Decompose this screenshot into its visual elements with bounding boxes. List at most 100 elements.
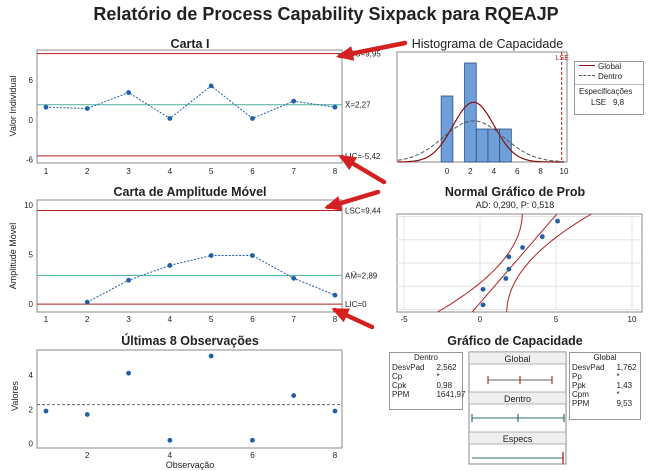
mrchart-xtick: 6 — [250, 315, 255, 324]
table-row: Cp * — [390, 372, 467, 381]
probplot-point — [506, 266, 512, 272]
probplot-xtick: 5 — [554, 315, 559, 324]
ichart-point — [250, 116, 255, 121]
legend-lse-value: 9,8 — [613, 98, 625, 107]
mrchart-ytick: 10 — [24, 201, 33, 210]
histogram-bar — [499, 128, 512, 163]
capplot-row-header — [468, 351, 567, 365]
capplot-frame — [468, 351, 567, 465]
histogram-xtick: 10 — [560, 167, 569, 176]
mrchart-ytick: 0 — [29, 300, 34, 309]
capplot-row-label: Especs — [503, 434, 533, 444]
ichart-xtick: 8 — [333, 167, 338, 176]
mrchart-xtick: 1 — [44, 315, 49, 324]
last8-ytick: 2 — [29, 405, 34, 414]
histogram-bar — [475, 128, 489, 163]
ichart-xtick: 7 — [291, 167, 296, 176]
annotation-arrow-mr-ucl-head — [324, 196, 343, 211]
ichart-xtick: 5 — [209, 167, 214, 176]
capplot-row-label: Dentro — [504, 394, 531, 404]
capplot-row-header — [468, 391, 567, 405]
mrchart-point — [250, 253, 255, 258]
ichart-ytick: -6 — [26, 156, 34, 165]
probplot-point — [480, 302, 486, 308]
mrchart-ytick: 5 — [29, 251, 34, 260]
annotation-arrow-lcl-head — [338, 154, 358, 171]
table-row: PPM 1641,97 — [390, 390, 467, 399]
last8-point — [84, 412, 90, 417]
mrchart-xtick: 7 — [291, 315, 296, 324]
histogram-xtick: 4 — [492, 167, 497, 176]
last8-point — [332, 408, 338, 414]
ichart-point — [167, 116, 173, 121]
stat-value: * — [616, 390, 620, 399]
mrchart-xtick: 3 — [126, 315, 131, 324]
stat-value: * — [436, 372, 440, 381]
histogram-title: Histograma de Capacidade — [411, 37, 564, 51]
ichart-frame — [36, 49, 343, 164]
stat-value: 9,53 — [616, 399, 633, 408]
annotation-arrow-mr-lcl-head — [331, 308, 350, 323]
ichart-mean-label: X̄=2,27 — [345, 101, 371, 110]
histogram-xtick: 6 — [515, 167, 520, 176]
last8-point — [291, 393, 297, 398]
last8-ytick: 0 — [29, 440, 34, 449]
probplot-point — [520, 245, 525, 250]
mrchart-point — [291, 275, 297, 281]
probplot-upper-ci — [436, 214, 523, 312]
last8-point — [167, 437, 173, 443]
mrchart-point — [208, 253, 214, 258]
ichart-point — [43, 104, 49, 110]
probplot-point — [539, 234, 545, 240]
mrchart-xtick: 8 — [333, 315, 338, 324]
mrchart-point — [84, 299, 90, 305]
annotation-arrow-ucl-head — [336, 46, 355, 61]
histogram-legend: Global Dentro Especificações LSE 9,8 — [574, 61, 644, 115]
table-row: PPM 9,53 — [570, 399, 639, 408]
probplot-title: Normal Gráfico de Prob — [444, 185, 586, 199]
last8-ylabel: Valores — [10, 381, 20, 411]
last8-point — [43, 408, 49, 414]
ichart-series-line — [45, 85, 336, 120]
ichart-ytick: 6 — [29, 76, 34, 85]
mrchart-lcl-label: LIC=0 — [345, 300, 367, 309]
mrchart-series-line — [87, 255, 336, 303]
stat-label: Cpk — [392, 381, 407, 390]
probplot-fit-line — [471, 214, 558, 312]
last8-ytick: 4 — [29, 371, 34, 380]
probplot-point — [555, 218, 560, 224]
histogram-xtick: 0 — [445, 167, 450, 176]
stat-label: Cpm — [572, 390, 589, 399]
overall-stats-table: DesvPad 1,762 Pp * Ppk 1,43 Cpm * PPM 9,53 — [570, 363, 639, 408]
ichart-xtick: 1 — [44, 167, 49, 176]
legend-within-label: Dentro — [598, 72, 623, 81]
table-row: Ppk 1,43 — [570, 381, 639, 390]
ichart-title: Carta I — [170, 37, 210, 51]
report-title: Relatório de Process Capability Sixpack … — [93, 4, 559, 24]
histogram-xtick: 2 — [468, 167, 473, 176]
stat-label: DesvPad — [392, 363, 425, 372]
stat-label: Pp — [572, 372, 582, 381]
last8-point — [250, 437, 255, 443]
last8-point — [126, 370, 131, 376]
table-row: DesvPad 2,562 — [390, 363, 467, 372]
last8-point — [208, 353, 214, 359]
last8-xlabel: Observação — [166, 460, 215, 470]
table-row: Cpk 0,98 — [390, 381, 467, 390]
last8-frame — [36, 349, 343, 449]
mrchart-xtick: 2 — [85, 315, 90, 324]
mrchart-ucl-label: LSC=9,44 — [345, 207, 381, 216]
histogram-usl-label: LSE — [556, 55, 570, 62]
histogram-xtick: 8 — [538, 167, 543, 176]
overall-stats-title: Global — [593, 353, 617, 362]
capplot-row-header — [468, 431, 567, 445]
stat-value: 0,98 — [436, 381, 453, 390]
ichart-point — [84, 106, 90, 111]
legend-lse-row: LSE — [591, 98, 607, 107]
table-row: Cpm * — [570, 390, 639, 399]
stat-value: 1641,97 — [436, 390, 466, 399]
ichart-ylabel: Valor Individual — [8, 76, 18, 137]
stat-label: Ppk — [572, 381, 586, 390]
ichart-xtick: 2 — [85, 167, 90, 176]
